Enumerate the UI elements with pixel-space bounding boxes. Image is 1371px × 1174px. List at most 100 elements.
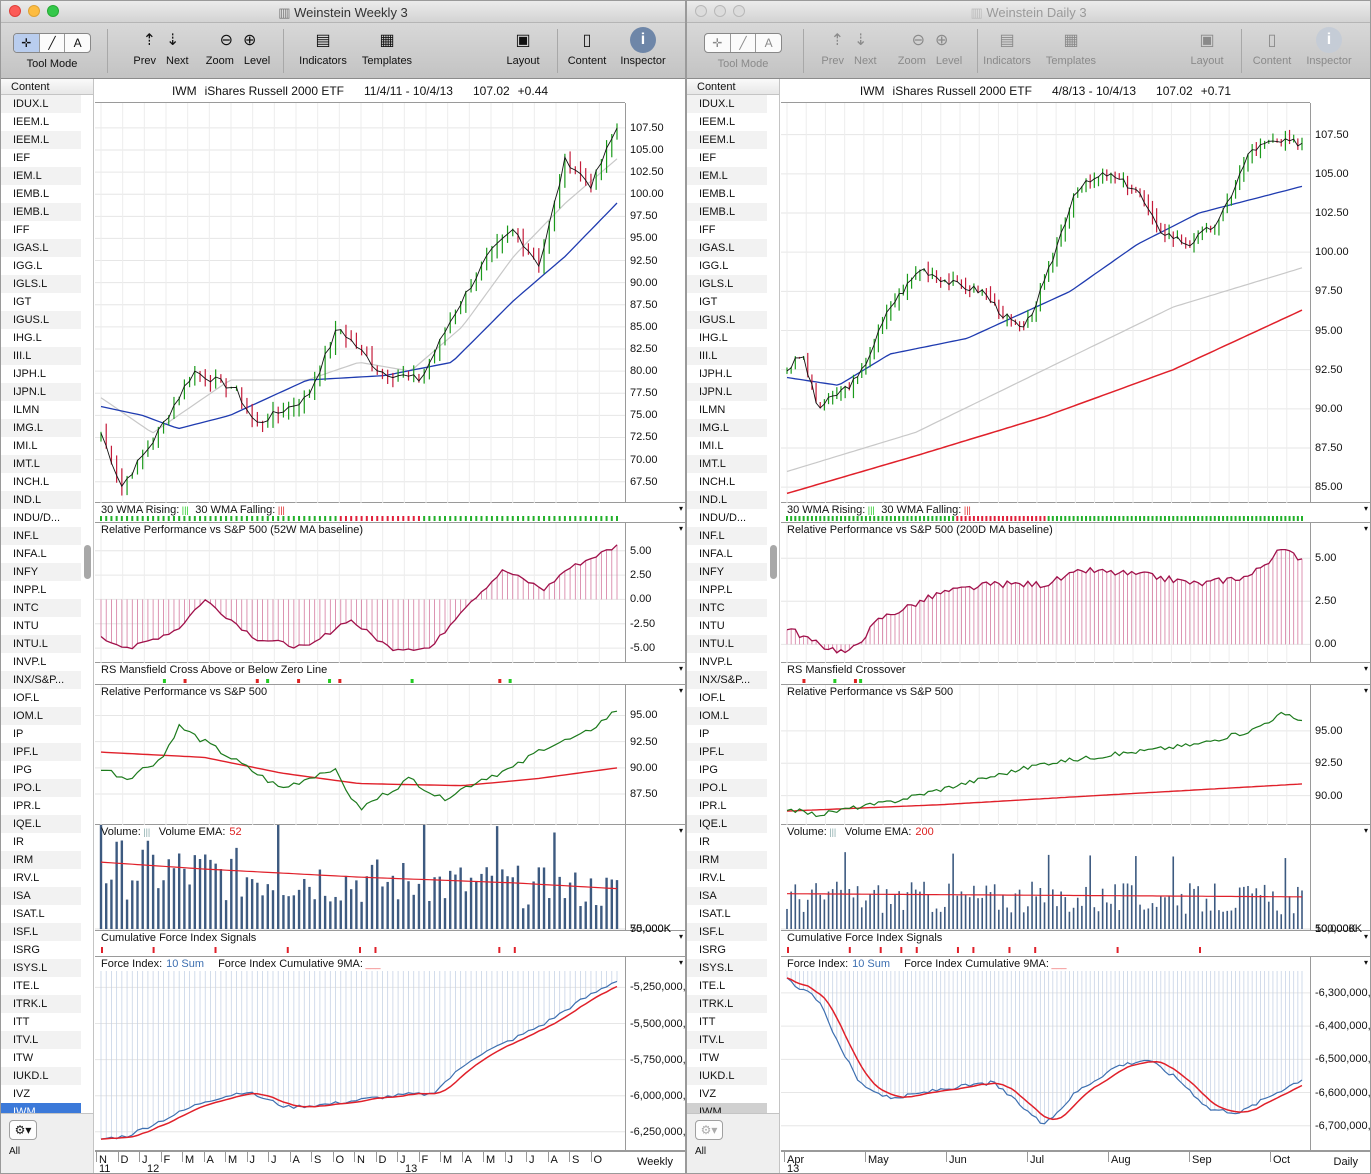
panel-menu-arrow[interactable]: ▾ bbox=[679, 524, 683, 533]
line-tool-icon[interactable]: ╱ bbox=[40, 34, 66, 52]
symbol-list-item[interactable]: IP bbox=[699, 728, 710, 740]
symbol-list-item[interactable]: IOM.L bbox=[1, 707, 81, 725]
symbol-list-item[interactable]: IMI.L bbox=[699, 440, 724, 452]
symbol-list[interactable]: IDUX.L IEEM.L IEEM.L IEF IEM.L IEMB.L IEMB.L IF… bbox=[1, 95, 81, 1113]
templates-button[interactable]: ▦ Templates bbox=[1039, 25, 1103, 67]
panel-menu-arrow[interactable]: ▾ bbox=[679, 664, 683, 673]
symbol-list-item[interactable]: ITV.L bbox=[1, 1031, 81, 1049]
symbol-list-item[interactable]: IOF.L bbox=[699, 692, 726, 704]
symbol-list-item[interactable]: ITRK.L bbox=[687, 995, 767, 1013]
symbol-list-item[interactable]: IP bbox=[13, 728, 24, 740]
layout-button[interactable]: ▣ Layout bbox=[495, 25, 551, 67]
symbol-list-item[interactable]: IPR.L bbox=[699, 800, 727, 812]
symbol-list-item[interactable]: IND.L bbox=[1, 491, 81, 509]
symbol-list-item[interactable]: INCH.L bbox=[699, 476, 736, 488]
symbol-list-item[interactable]: IPF.L bbox=[1, 743, 81, 761]
symbol-list-item[interactable]: IWM bbox=[1, 1103, 81, 1113]
panel-menu-arrow[interactable]: ▾ bbox=[1364, 664, 1368, 673]
zoom-control[interactable]: ⊖ ⊕ Zoom Level bbox=[201, 25, 275, 67]
panel-menu-arrow[interactable]: ▾ bbox=[679, 932, 683, 941]
symbol-list-item[interactable]: INTU.L bbox=[1, 635, 81, 653]
symbol-list-item[interactable]: ITT bbox=[699, 1016, 716, 1028]
panel-menu-arrow[interactable]: ▾ bbox=[1364, 932, 1368, 941]
next-arrow-icon[interactable]: ⇣ bbox=[854, 32, 868, 49]
symbol-list-item[interactable]: IGUS.L bbox=[687, 311, 767, 329]
cfi-signals-panel[interactable]: Cumulative Force Index Signals ▾ bbox=[95, 931, 685, 957]
symbol-list-item[interactable]: IWM bbox=[687, 1103, 767, 1113]
relperf-panel[interactable]: Relative Performance vs S&P 500 ▾ 95.00 92.… bbox=[781, 685, 1370, 825]
symbol-list-item[interactable]: IVZ bbox=[13, 1088, 31, 1100]
symbol-list-item[interactable]: IEEM.L bbox=[699, 116, 736, 128]
symbol-list-item[interactable]: INFY bbox=[1, 563, 81, 581]
next-arrow-icon[interactable]: ⇣ bbox=[166, 32, 180, 49]
tool-mode-control[interactable]: ✛ ╱ A Tool Mode bbox=[7, 25, 97, 70]
indicators-button[interactable]: ▤ Indicators bbox=[291, 25, 355, 67]
symbol-list[interactable]: IDUX.L IEEM.L IEEM.L IEF IEM.L IEMB.L IEMB.L IF… bbox=[687, 95, 767, 1113]
symbol-list-item[interactable]: INFA.L bbox=[699, 548, 733, 560]
symbol-list-item[interactable]: IMT.L bbox=[687, 455, 767, 473]
symbol-list-item[interactable]: IEEM.L bbox=[13, 116, 50, 128]
text-tool-icon[interactable]: A bbox=[764, 36, 773, 50]
symbol-list-item[interactable]: INF.L bbox=[1, 527, 81, 545]
force-index-panel[interactable]: Force Index: 10 Sum Force Index Cumulative… bbox=[781, 957, 1370, 1151]
wma-panel[interactable]: 30 WMA Rising: ||| 30 WMA Falling: ||| ▾ bbox=[781, 503, 1370, 523]
symbol-list-item[interactable]: IMI.L bbox=[13, 440, 38, 452]
symbol-list-item[interactable]: IGG.L bbox=[699, 260, 729, 272]
symbol-list-item[interactable]: IQE.L bbox=[1, 815, 81, 833]
prev-arrow-icon[interactable]: ⇡ bbox=[830, 32, 844, 49]
symbol-list-item[interactable]: III.L bbox=[687, 347, 767, 365]
symbol-list-item[interactable]: ITW bbox=[13, 1052, 34, 1064]
symbol-list-item[interactable]: IPO.L bbox=[1, 779, 81, 797]
symbol-list-item[interactable]: IR bbox=[699, 836, 710, 848]
symbol-list-item[interactable]: ITE.L bbox=[13, 980, 40, 992]
symbol-list-item[interactable]: IJPH.L bbox=[699, 368, 733, 380]
zoom-out-icon[interactable]: ⊖ bbox=[911, 32, 925, 49]
symbol-list-item[interactable]: ISAT.L bbox=[699, 908, 731, 920]
symbol-list-item[interactable]: ILMN bbox=[699, 404, 726, 416]
panel-menu-arrow[interactable]: ▾ bbox=[679, 958, 683, 967]
symbol-list-item[interactable]: IUKD.L bbox=[687, 1067, 767, 1085]
symbol-list-item[interactable]: IPG bbox=[13, 764, 32, 776]
symbol-list-item[interactable]: IJPH.L bbox=[13, 368, 47, 380]
title-bar[interactable]: ▥ Weinstein Weekly 3 bbox=[1, 1, 685, 23]
layout-button[interactable]: ▣ Layout bbox=[1179, 25, 1235, 67]
symbol-list-item[interactable]: IPF.L bbox=[687, 743, 767, 761]
symbol-list-item[interactable]: ITE.L bbox=[699, 980, 726, 992]
symbol-list-item[interactable]: INFA.L bbox=[13, 548, 47, 560]
symbol-list-item[interactable]: IND.L bbox=[687, 491, 767, 509]
chart-area[interactable]: IWM iShares Russell 2000 ETF 4/8/13 - 10… bbox=[781, 79, 1370, 1173]
rs-cross-panel[interactable]: RS Mansfield Crossover ▾ bbox=[781, 663, 1370, 685]
minimize-window-button[interactable] bbox=[714, 5, 726, 17]
symbol-list-item[interactable]: IMG.L bbox=[687, 419, 767, 437]
symbol-list-item[interactable]: IRV.L bbox=[699, 872, 726, 884]
panel-menu-arrow[interactable]: ▾ bbox=[679, 826, 683, 835]
symbol-list-item[interactable]: INPP.L bbox=[699, 584, 733, 596]
price-panel[interactable]: 107.50 105.00 102.50 100.00 97.50 95.00 92.50 9… bbox=[95, 103, 685, 503]
symbol-list-item[interactable]: ISA bbox=[1, 887, 81, 905]
symbol-list-item[interactable]: IVZ bbox=[699, 1088, 717, 1100]
symbol-list-item[interactable]: INX/S&P... bbox=[687, 671, 767, 689]
panel-menu-arrow[interactable]: ▾ bbox=[679, 504, 683, 513]
wma-panel[interactable]: 30 WMA Rising: ||| 30 WMA Falling: ||| ▾ bbox=[95, 503, 685, 523]
symbol-list-item[interactable]: IRV.L bbox=[13, 872, 40, 884]
symbol-list-item[interactable]: INDU/D... bbox=[699, 512, 747, 524]
symbol-list-item[interactable]: INTC bbox=[687, 599, 767, 617]
panel-menu-arrow[interactable]: ▾ bbox=[1364, 826, 1368, 835]
symbol-list-item[interactable]: ILMN bbox=[13, 404, 40, 416]
symbol-list-item[interactable]: IFF bbox=[699, 224, 716, 236]
symbol-list-item[interactable]: INVP.L bbox=[13, 656, 47, 668]
panel-menu-arrow[interactable]: ▾ bbox=[1364, 958, 1368, 967]
price-panel[interactable]: 107.50 105.00 102.50 100.00 97.50 95.00 92.50 9… bbox=[781, 103, 1370, 503]
symbol-list-item[interactable]: INF.L bbox=[687, 527, 767, 545]
prev-arrow-icon[interactable]: ⇡ bbox=[142, 32, 156, 49]
inspector-button[interactable]: i Inspector bbox=[1299, 25, 1359, 67]
title-bar[interactable]: ▥ Weinstein Daily 3 bbox=[687, 1, 1370, 23]
symbol-list-item[interactable]: ISYS.L bbox=[687, 959, 767, 977]
gear-icon[interactable]: ⚙▾ bbox=[9, 1120, 37, 1140]
symbol-list-item[interactable]: IGT bbox=[699, 296, 718, 308]
symbol-list-item[interactable]: ITV.L bbox=[687, 1031, 767, 1049]
symbol-list-item[interactable]: INFY bbox=[687, 563, 767, 581]
close-window-button[interactable] bbox=[9, 5, 21, 17]
symbol-list-item[interactable]: IDUX.L bbox=[1, 95, 81, 113]
symbol-list-item[interactable]: ITT bbox=[13, 1016, 30, 1028]
